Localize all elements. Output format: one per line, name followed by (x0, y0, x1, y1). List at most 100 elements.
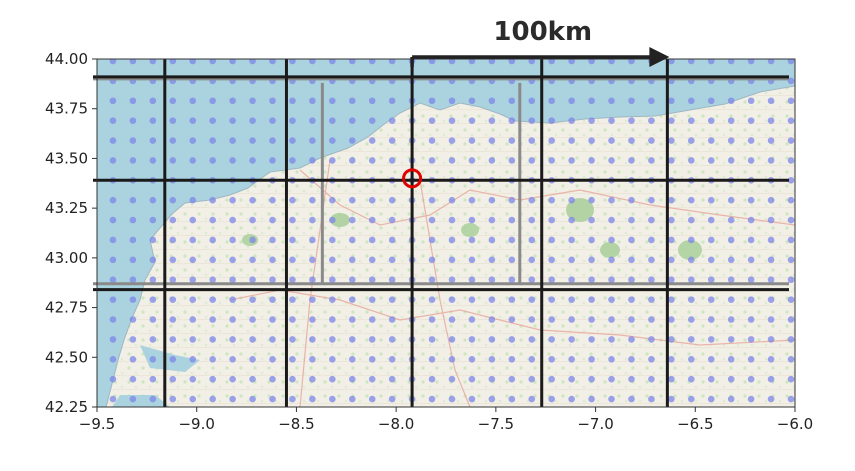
grid-point (648, 236, 655, 244)
grid-point (428, 117, 436, 124)
grid-point (668, 296, 675, 303)
grid-point (628, 157, 635, 164)
grid-point (668, 316, 675, 323)
grid-point (109, 117, 117, 124)
grid-point (767, 117, 775, 124)
grid-point (588, 59, 595, 65)
grid-point (747, 256, 755, 264)
grid-point (368, 276, 376, 284)
grid-point (329, 336, 336, 343)
grid-point (668, 375, 675, 383)
grid-point (568, 137, 575, 144)
grid-point (149, 276, 157, 284)
grid-point (508, 395, 516, 403)
grid-point (269, 236, 276, 244)
grid-point (568, 276, 575, 284)
grid-point (189, 117, 197, 124)
grid-point (329, 256, 336, 264)
grid-point (588, 137, 595, 144)
grid-point (229, 296, 236, 303)
grid-point (767, 375, 775, 383)
grid-point (687, 395, 695, 403)
grid-point (189, 157, 197, 164)
grid-point (687, 375, 695, 383)
grid-point (448, 296, 456, 303)
y-tick-label: 43.75 (45, 100, 88, 118)
grid-point (428, 137, 436, 144)
grid-point (767, 196, 775, 204)
grid-point (508, 137, 516, 144)
y-tick-label: 43.50 (45, 149, 88, 167)
grid-point (707, 216, 715, 224)
grid-point (428, 276, 436, 284)
grid-point (687, 236, 695, 244)
grid-point (508, 236, 516, 244)
grid-point (329, 216, 336, 224)
grid-point (368, 296, 376, 303)
grid-point (189, 236, 197, 244)
grid-point (388, 276, 396, 284)
grid-point (608, 137, 615, 144)
grid-point (648, 375, 655, 383)
x-tick-label: −6.5 (677, 415, 713, 433)
grid-point (229, 375, 236, 383)
scale-bar-label: 100km (493, 17, 592, 47)
grid-point (189, 336, 197, 343)
grid-point (229, 355, 236, 363)
grid-point (309, 236, 316, 244)
grid-point (668, 196, 675, 204)
grid-point (309, 276, 316, 284)
grid-point (289, 375, 296, 383)
grid-point (528, 59, 536, 65)
grid-point (488, 216, 496, 224)
grid-point (608, 236, 615, 244)
grid-point (727, 355, 735, 363)
grid-point (787, 117, 795, 124)
grid-point (368, 137, 376, 144)
grid-point (767, 137, 775, 144)
grid-point (727, 216, 735, 224)
grid-point (747, 137, 755, 144)
grid-point (368, 336, 376, 343)
grid-point (628, 236, 635, 244)
grid-point (229, 256, 236, 264)
grid-point (129, 256, 137, 264)
grid-point (229, 117, 236, 124)
grid-point (368, 157, 376, 164)
grid-point (508, 256, 516, 264)
grid-point (707, 97, 715, 105)
x-tick-label: −6.0 (777, 415, 813, 433)
grid-point (229, 97, 236, 105)
grid-point (687, 216, 695, 224)
grid-point (787, 276, 795, 284)
grid-point (289, 276, 296, 284)
grid-point (508, 276, 516, 284)
grid-point (528, 336, 536, 343)
grid-point (269, 395, 276, 403)
grid-point (269, 59, 276, 65)
grid-point (169, 196, 177, 204)
grid-point (568, 395, 575, 403)
grid-point (548, 59, 555, 65)
y-tick-label: 42.50 (45, 348, 88, 366)
grid-point (687, 117, 695, 124)
grid-point (209, 117, 216, 124)
grid-point (368, 256, 376, 264)
grid-point (169, 276, 177, 284)
grid-point (668, 236, 675, 244)
grid-point (747, 97, 755, 105)
grid-point (348, 316, 356, 323)
grid-point (249, 336, 256, 343)
grid-point (488, 256, 496, 264)
grid-point (628, 395, 635, 403)
grid-point (568, 59, 575, 65)
grid-point (508, 216, 516, 224)
grid-point (348, 336, 356, 343)
grid-point (727, 196, 735, 204)
land-area (105, 85, 795, 407)
grid-point (767, 157, 775, 164)
grid-point (747, 336, 755, 343)
grid-point (707, 59, 715, 65)
plot-frame (96, 58, 796, 408)
grid-point (229, 395, 236, 403)
